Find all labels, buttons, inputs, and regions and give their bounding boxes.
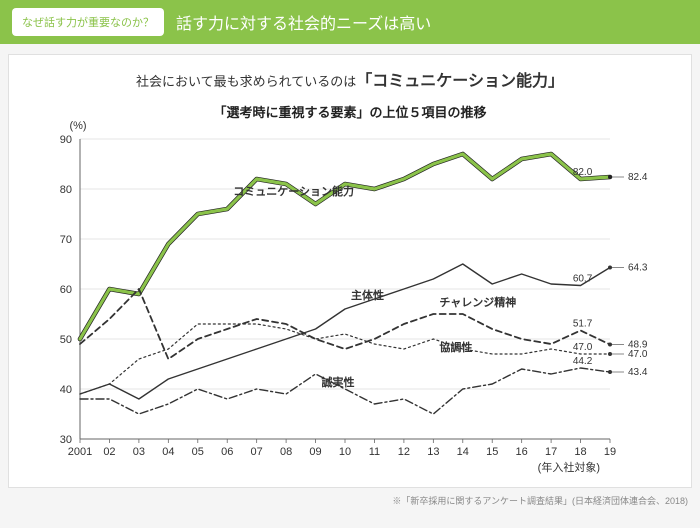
- svg-text:17: 17: [545, 446, 557, 458]
- svg-text:13: 13: [427, 446, 439, 458]
- svg-text:80: 80: [60, 184, 72, 196]
- svg-text:43.4: 43.4: [628, 367, 648, 378]
- svg-text:04: 04: [162, 446, 174, 458]
- svg-text:05: 05: [192, 446, 204, 458]
- svg-text:16: 16: [516, 446, 528, 458]
- svg-text:02: 02: [103, 446, 115, 458]
- svg-text:40: 40: [60, 384, 72, 396]
- svg-text:82.0: 82.0: [573, 167, 593, 178]
- chart-svg: 「選考時に重視する要素」の上位５項目の推移 (%) 30 40 50 60 70 80 90 20…: [25, 99, 675, 479]
- svg-text:コミュニケーション能力: コミュニケーション能力: [233, 184, 354, 198]
- subtitle-emphasis: 「コミュニケーション能力」: [356, 73, 564, 90]
- svg-text:2001: 2001: [68, 446, 92, 458]
- subtitle: 社会において最も求められているのは「コミュニケーション能力」: [25, 67, 675, 91]
- svg-text:協調性: 協調性: [439, 340, 472, 354]
- svg-text:60: 60: [60, 284, 72, 296]
- svg-text:47.0: 47.0: [573, 342, 593, 353]
- svg-text:44.2: 44.2: [573, 356, 593, 367]
- svg-text:70: 70: [60, 234, 72, 246]
- svg-text:82.4: 82.4: [628, 172, 648, 183]
- svg-text:14: 14: [457, 446, 469, 458]
- svg-text:10: 10: [339, 446, 351, 458]
- svg-text:47.0: 47.0: [628, 349, 648, 360]
- svg-text:(%): (%): [69, 120, 86, 132]
- svg-text:18: 18: [574, 446, 586, 458]
- svg-text:08: 08: [280, 446, 292, 458]
- svg-text:06: 06: [221, 446, 233, 458]
- svg-text:51.7: 51.7: [573, 319, 593, 330]
- svg-text:19: 19: [604, 446, 616, 458]
- svg-text:07: 07: [251, 446, 263, 458]
- svg-text:50: 50: [60, 334, 72, 346]
- footnote: ※「新卒採用に関するアンケート調査結果」(日本経済団体連合会、2018): [0, 492, 700, 507]
- subtitle-prefix: 社会において最も求められているのは: [136, 74, 356, 89]
- content-panel: 社会において最も求められているのは「コミュニケーション能力」 「選考時に重視する…: [8, 54, 692, 488]
- svg-text:チャレンジ精神: チャレンジ精神: [439, 295, 516, 309]
- svg-text:30: 30: [60, 434, 72, 446]
- svg-text:誠実性: 誠実性: [322, 375, 355, 389]
- svg-text:90: 90: [60, 134, 72, 146]
- svg-text:64.3: 64.3: [628, 263, 648, 274]
- svg-text:09: 09: [309, 446, 321, 458]
- svg-text:03: 03: [133, 446, 145, 458]
- svg-text:12: 12: [398, 446, 410, 458]
- svg-text:主体性: 主体性: [351, 288, 384, 302]
- header-tag: なぜ話す力が重要なのか？: [12, 8, 164, 36]
- line-chart: 「選考時に重視する要素」の上位５項目の推移 (%) 30 40 50 60 70 80 90 20…: [25, 99, 675, 479]
- svg-text:(年入社対象): (年入社対象): [538, 460, 600, 474]
- header-title: 話す力に対する社会的ニーズは高い: [176, 10, 431, 34]
- svg-text:60.7: 60.7: [573, 274, 593, 285]
- svg-text:11: 11: [369, 446, 380, 458]
- svg-text:「選考時に重視する要素」の上位５項目の推移: 「選考時に重視する要素」の上位５項目の推移: [213, 105, 486, 120]
- svg-text:15: 15: [486, 446, 498, 458]
- header-bar: なぜ話す力が重要なのか？ 話す力に対する社会的ニーズは高い: [0, 0, 700, 44]
